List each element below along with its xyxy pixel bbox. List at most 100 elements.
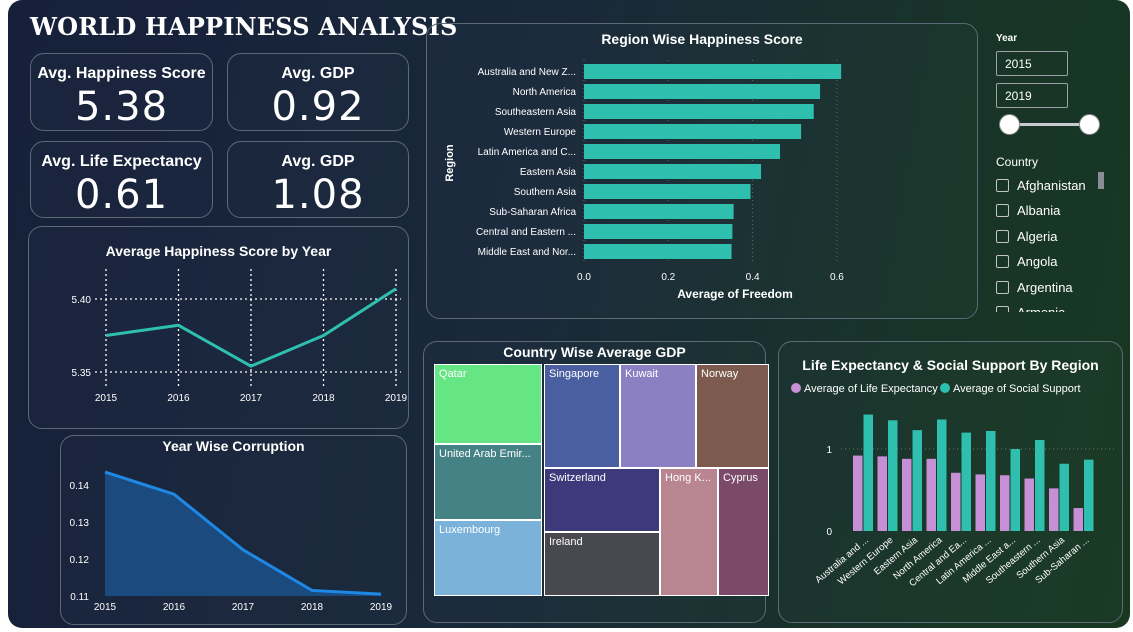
treemap-cell[interactable]: Ireland bbox=[544, 532, 660, 596]
chart-title: Year Wise Corruption bbox=[162, 438, 305, 454]
chart-title: Average Happiness Score by Year bbox=[105, 243, 332, 259]
year-from-input[interactable]: 2015 bbox=[996, 51, 1068, 76]
x-tick-label: 2019 bbox=[370, 602, 393, 613]
chart-title: Life Expectancy & Social Support By Regi… bbox=[802, 357, 1099, 373]
y-tick-label: 5.35 bbox=[72, 368, 92, 379]
bar bbox=[926, 458, 936, 531]
corruption-area-chart[interactable]: 0.14 0.13 0.12 0.11 2015 2016 2017 2018 2019 bbox=[61, 436, 408, 626]
y-tick-label: 5.40 bbox=[72, 295, 92, 306]
y-tick-label: Sub-Saharan Africa bbox=[489, 207, 576, 218]
year-slicer[interactable]: Year 2015 2019 bbox=[996, 33, 1106, 143]
checkbox[interactable] bbox=[996, 280, 1009, 294]
country-slicer-label: Country bbox=[996, 155, 1039, 169]
treemap-cell[interactable]: United Arab Emir... bbox=[434, 444, 542, 520]
kpi-label: Avg. GDP bbox=[281, 153, 355, 170]
bar bbox=[888, 420, 898, 531]
kpi-label: Avg. Life Expectancy bbox=[41, 153, 202, 170]
treemap-cell[interactable]: Kuwait bbox=[620, 364, 696, 468]
gdp-treemap-panel[interactable]: Country Wise Average GDP Qatar United Ara… bbox=[423, 341, 769, 624]
bar bbox=[863, 414, 873, 531]
y-tick-label: Western Europe bbox=[504, 127, 577, 138]
legend-marker bbox=[791, 383, 801, 393]
bar bbox=[584, 104, 814, 119]
bar bbox=[877, 456, 887, 531]
bar bbox=[975, 474, 985, 531]
gdp-treemap[interactable]: Qatar United Arab Emir... Luxembourg Singap… bbox=[424, 342, 769, 624]
kpi-card-gdp[interactable]: Avg. GDP 0.92 bbox=[227, 53, 409, 131]
country-option-label: Afghanistan bbox=[1017, 177, 1086, 193]
kpi-value: 1.08 bbox=[271, 172, 365, 218]
x-tick-label: 2017 bbox=[232, 602, 255, 613]
y-tick-label: Australia and New Z... bbox=[478, 67, 576, 78]
treemap-cell[interactable]: Qatar bbox=[434, 364, 542, 444]
country-option[interactable]: Armenia bbox=[996, 302, 1065, 312]
kpi-card-life-expectancy[interactable]: Avg. Life Expectancy 0.61 bbox=[30, 141, 213, 218]
x-tick-label: 0.6 bbox=[830, 272, 844, 283]
kpi-label: Avg. GDP bbox=[281, 65, 355, 82]
bar bbox=[912, 430, 922, 531]
bar bbox=[1073, 508, 1083, 531]
life-social-panel[interactable]: Life Expectancy & Social Support By Regi… bbox=[778, 341, 1123, 623]
corruption-panel[interactable]: Year Wise Corruption 0.14 0.13 0.12 0.11 201… bbox=[60, 435, 407, 625]
happiness-year-panel[interactable]: Average Happiness Score by Year 2015 2016… bbox=[28, 226, 409, 429]
checkbox[interactable] bbox=[996, 178, 1009, 192]
country-option-label: Armenia bbox=[1017, 305, 1065, 312]
bar bbox=[584, 224, 733, 239]
bar bbox=[1084, 459, 1094, 531]
bar bbox=[1010, 449, 1020, 531]
year-to-input[interactable]: 2019 bbox=[996, 83, 1068, 108]
chart-title: Country Wise Average GDP bbox=[503, 344, 686, 360]
treemap-cell[interactable]: Hong K... bbox=[660, 468, 718, 596]
series-area bbox=[105, 472, 381, 596]
x-tick-label: 2019 bbox=[385, 393, 408, 404]
country-option[interactable]: Albania bbox=[996, 200, 1060, 222]
x-tick-label: 2018 bbox=[301, 602, 324, 613]
region-chart-panel[interactable]: Region Wise Happiness Score 0.0 0.2 0.4 0.6… bbox=[426, 23, 978, 319]
year-range-handle-end[interactable] bbox=[1079, 114, 1100, 135]
country-option[interactable]: Algeria bbox=[996, 225, 1057, 247]
bar bbox=[961, 432, 971, 531]
legend-label: Average of Social Support bbox=[953, 383, 1081, 395]
kpi-card-gdp-2[interactable]: Avg. GDP 1.08 bbox=[227, 141, 409, 218]
y-tick-label: Latin America and C... bbox=[478, 147, 576, 158]
x-tick-label: 2016 bbox=[167, 393, 190, 404]
bar bbox=[853, 455, 863, 531]
country-scrollbar[interactable] bbox=[1098, 172, 1104, 189]
bar bbox=[986, 430, 996, 531]
bar bbox=[1024, 478, 1034, 531]
country-option[interactable]: Angola bbox=[996, 251, 1057, 273]
bar bbox=[1035, 439, 1045, 531]
country-slicer[interactable]: Country Afghanistan Albania Algeria Angola A… bbox=[996, 154, 1108, 312]
treemap-cell[interactable]: Singapore bbox=[544, 364, 620, 468]
checkbox[interactable] bbox=[996, 204, 1009, 217]
treemap-cell[interactable]: Luxembourg bbox=[434, 520, 542, 596]
dashboard-canvas: WORLD HAPPINESS ANALYSIS Avg. Happiness … bbox=[8, 0, 1130, 628]
country-option-label: Angola bbox=[1017, 254, 1058, 269]
bar bbox=[584, 144, 781, 159]
treemap-cell[interactable]: Switzerland bbox=[544, 468, 660, 532]
checkbox[interactable] bbox=[996, 306, 1009, 312]
y-tick-label: Southeastern Asia bbox=[495, 107, 577, 118]
region-bar-chart[interactable]: 0.0 0.2 0.4 0.6 Australia and New Z... North … bbox=[427, 24, 979, 320]
treemap-cell[interactable]: Norway bbox=[696, 364, 769, 468]
y-tick-label: 0.12 bbox=[70, 555, 90, 566]
year-range-track[interactable] bbox=[1008, 123, 1090, 126]
happiness-line-chart[interactable]: 2015 2016 2017 2018 2019 5.40 5.35 bbox=[29, 227, 410, 430]
treemap-cell[interactable]: Cyprus bbox=[718, 468, 769, 596]
y-tick-label: North America bbox=[513, 87, 577, 98]
x-tick-label: 2015 bbox=[94, 602, 117, 613]
country-option[interactable]: Argentina bbox=[996, 276, 1073, 298]
year-range-handle-start[interactable] bbox=[999, 114, 1020, 135]
chart-title: Region Wise Happiness Score bbox=[601, 31, 803, 47]
y-tick-label: Southern Asia bbox=[514, 187, 577, 198]
checkbox[interactable] bbox=[996, 229, 1009, 243]
kpi-card-happiness[interactable]: Avg. Happiness Score 5.38 bbox=[30, 53, 213, 131]
checkbox[interactable] bbox=[996, 255, 1009, 268]
x-tick-label: 0.2 bbox=[661, 272, 675, 283]
kpi-label: Avg. Happiness Score bbox=[37, 65, 206, 82]
life-social-bar-chart[interactable]: 1 0 Average of Life Expectancy Average of S… bbox=[779, 342, 1124, 624]
country-option[interactable]: Afghanistan bbox=[996, 174, 1086, 196]
bar bbox=[1049, 488, 1059, 531]
kpi-value: 5.38 bbox=[74, 84, 169, 130]
y-axis-label: Region bbox=[444, 144, 456, 182]
